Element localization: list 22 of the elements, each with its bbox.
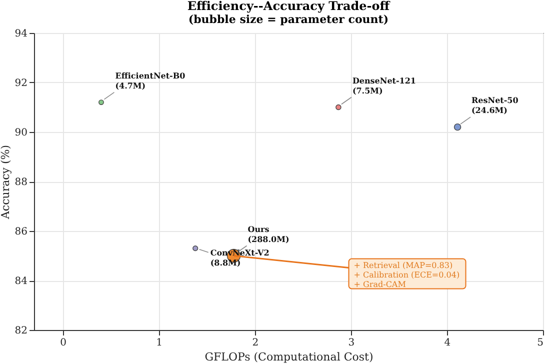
x-tick-label: 5: [537, 338, 544, 348]
series-label: Ours (288.0M): [248, 224, 290, 244]
chart-subtitle: (bubble size = parameter count): [188, 13, 389, 26]
y-tick-label: 94: [14, 28, 28, 40]
annotation: + Retrieval (MAP=0.83) + Calibration (ECE=0.04) + Grad-CAM: [354, 260, 460, 289]
x-tick-label: 4: [444, 338, 451, 348]
y-tick-label: 84: [14, 276, 28, 287]
y-tick-label: 92: [14, 78, 28, 89]
series-label: ResNet-50 (24.6M): [472, 95, 519, 116]
series-label: DenseNet-121 (7.5M): [352, 75, 416, 96]
x-axis-title: GFLOPs (Computational Cost): [204, 350, 374, 364]
y-tick-label: 90: [14, 128, 28, 138]
y-tick-label: 82: [14, 326, 28, 336]
y-tick-label: 86: [14, 226, 28, 238]
x-tick-label: 0: [60, 338, 66, 348]
text: EfficientNet-B0 (4.7M): [115, 70, 186, 90]
x-tick-label: 1: [156, 338, 163, 348]
y-axis-title: Accuracy (%): [0, 144, 12, 220]
x-tick-label: 3: [348, 338, 355, 348]
y-tick-label: 88: [14, 177, 28, 188]
x-tick-label: 2: [252, 338, 259, 348]
chart-title: Efficiency--Accuracy Trade-off: [187, 0, 391, 13]
